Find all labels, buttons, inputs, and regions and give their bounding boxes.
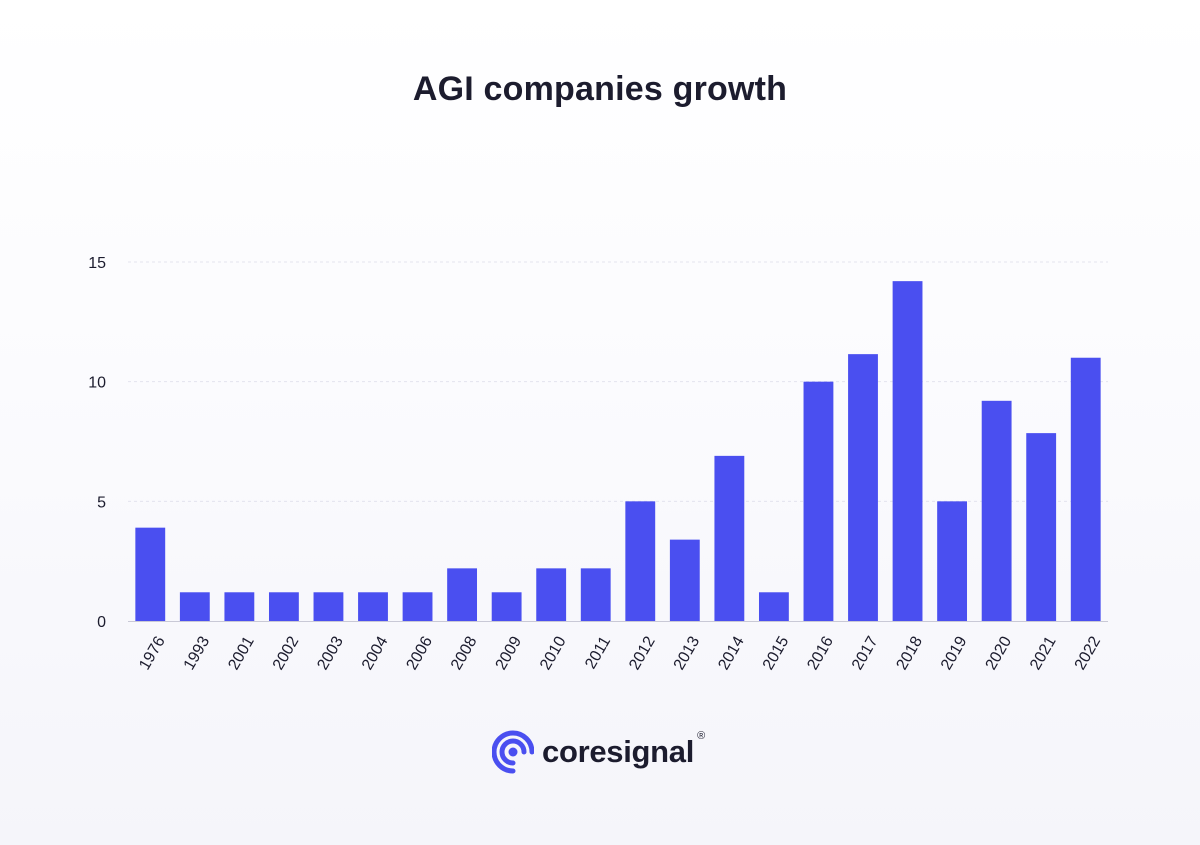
logo-wordmark: coresignal	[542, 734, 695, 769]
bar-2014	[714, 455, 745, 621]
y-tick-label: 10	[88, 375, 106, 392]
x-tick-label: 2016	[804, 634, 837, 673]
bar-2022	[1070, 357, 1101, 621]
x-tick-label: 2021	[1027, 634, 1060, 673]
bar-2008	[447, 568, 478, 621]
x-tick-label: 2010	[537, 634, 570, 673]
x-tick-label: 2001	[225, 634, 258, 673]
coresignal-logo: coresignal ®	[492, 728, 705, 776]
x-tick-label: 2002	[270, 634, 303, 673]
y-tick-label: 5	[97, 494, 106, 511]
x-tick-label: 2020	[983, 634, 1016, 673]
x-tick-label: 2004	[359, 634, 392, 673]
x-tick-label: 2003	[314, 634, 347, 673]
x-axis-ticks: 1976 1993 2001 2002 2003 2004 2006 2008 2009 2010…	[136, 634, 1104, 673]
y-axis-ticks: 0 5 10 15	[88, 255, 106, 631]
bar-2011	[580, 568, 611, 621]
y-tick-label: 0	[97, 614, 106, 631]
x-tick-label: 2014	[715, 634, 748, 673]
bar-2018	[892, 281, 923, 621]
bar-2010	[536, 568, 567, 621]
bar-2019	[937, 501, 968, 621]
x-tick-label: 2018	[894, 634, 927, 673]
x-tick-label: 2017	[849, 634, 882, 673]
x-tick-label: 2008	[448, 634, 481, 673]
bar-2012	[625, 501, 656, 621]
gridlines	[128, 261, 1108, 502]
bar-2009	[491, 592, 522, 621]
x-tick-label: 2011	[582, 634, 614, 672]
x-tick-label: 2012	[626, 634, 659, 673]
bar-2002	[268, 592, 299, 621]
bar-2016	[803, 381, 834, 621]
coresignal-target-icon	[492, 730, 534, 774]
x-tick-label: 2013	[671, 634, 704, 673]
registered-trademark: ®	[697, 730, 706, 742]
x-tick-label: 2006	[404, 634, 437, 673]
bar-2015	[758, 592, 789, 621]
x-tick-label: 2009	[493, 634, 526, 673]
bar-2003	[313, 592, 344, 621]
bar-2006	[402, 592, 433, 621]
x-tick-label: 2019	[938, 634, 971, 673]
bar-2001	[224, 592, 255, 621]
y-tick-label: 15	[88, 255, 106, 272]
bars	[135, 281, 1101, 621]
bar-2020	[981, 400, 1012, 621]
bar-2004	[358, 592, 388, 621]
bar-1976	[135, 527, 166, 621]
bar-2013	[669, 539, 700, 621]
x-tick-label: 1993	[181, 634, 214, 673]
bar-1993	[179, 592, 210, 621]
x-tick-label: 1976	[136, 634, 169, 673]
bar-2017	[848, 354, 878, 621]
x-tick-label: 2022	[1072, 634, 1105, 673]
chart-title: AGI companies growth	[412, 70, 788, 108]
bar-2021	[1026, 433, 1057, 621]
x-tick-label: 2015	[760, 634, 793, 673]
